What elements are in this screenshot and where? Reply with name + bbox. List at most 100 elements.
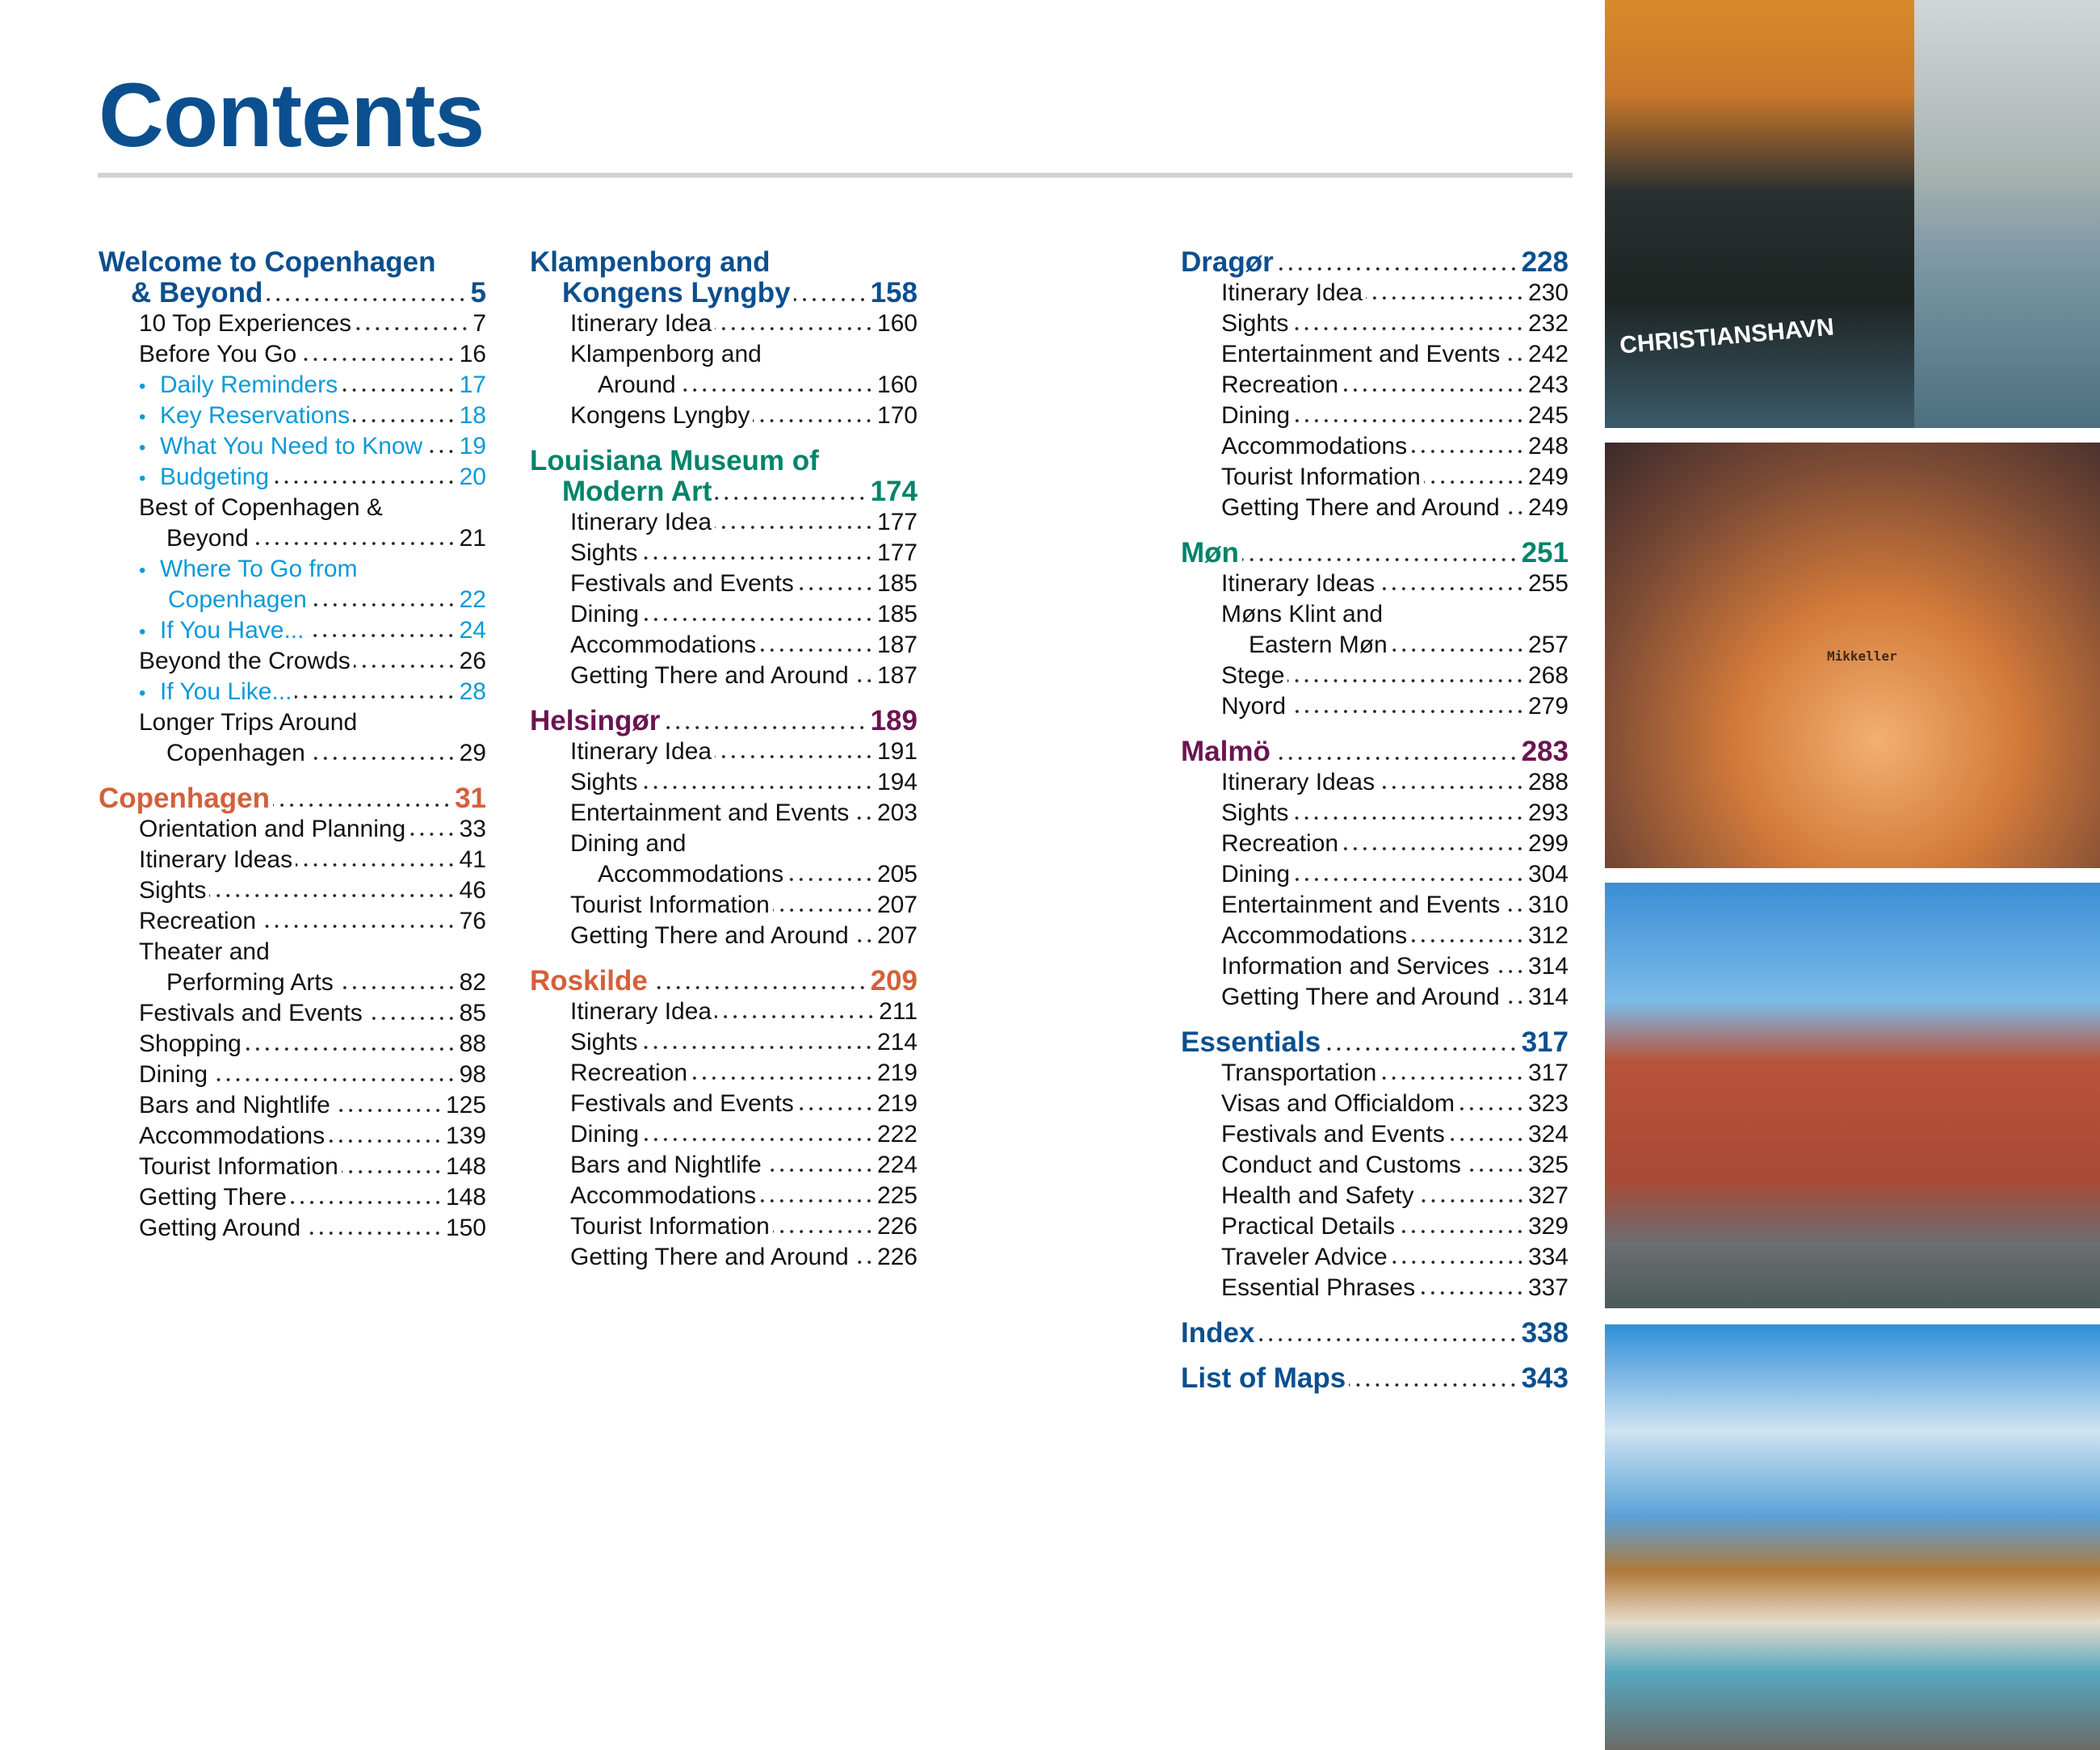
toc-entry-link[interactable]: Itinerary Ideas 288: [1181, 767, 1569, 798]
dot-leader: [640, 785, 874, 790]
toc-entry-link[interactable]: Sights 214: [530, 1027, 918, 1058]
toc-entry-link[interactable]: 10 Top Experiences 7: [99, 308, 486, 339]
toc-entry-link[interactable]: Daily Reminders 17: [99, 370, 486, 401]
section-heading-link[interactable]: Dragør 228: [1181, 247, 1569, 278]
toc-entry-link[interactable]: Getting Around 150: [99, 1213, 486, 1244]
toc-entry-link[interactable]: Before You Go 16: [99, 339, 486, 370]
toc-entry-link[interactable]: Accommodations 139: [99, 1121, 486, 1152]
section-heading-link[interactable]: Copenhagen 31: [99, 783, 486, 814]
toc-entry-link[interactable]: Accommodations 312: [1181, 921, 1569, 951]
toc-entry-link[interactable]: Bars and Nightlife 224: [530, 1150, 918, 1181]
toc-entry-link[interactable]: Budgeting 20: [99, 462, 486, 493]
toc-entry-link[interactable]: Nyord 279: [1181, 691, 1569, 722]
toc-entry-link[interactable]: Getting There and Around 207: [530, 921, 918, 951]
toc-entry-link[interactable]: Traveler Advice 334: [1181, 1242, 1569, 1273]
dot-leader: [341, 388, 456, 392]
toc-entry-link[interactable]: Health and Safety 327: [1181, 1181, 1569, 1211]
entry-label: Accommodations: [1221, 922, 1408, 949]
toc-entry-link[interactable]: Entertainment and Events 203: [530, 798, 918, 829]
toc-entry-link[interactable]: Kongens Lyngby 170: [530, 401, 918, 431]
toc-entry-link[interactable]: Eastern Møn 257: [1181, 630, 1569, 661]
toc-entry-link[interactable]: Sights 232: [1181, 308, 1569, 339]
toc-entry-link[interactable]: Itinerary Idea 160: [530, 308, 918, 339]
toc-entry-link[interactable]: Around 160: [530, 370, 918, 401]
toc-entry-link[interactable]: If You Like... 28: [99, 677, 486, 707]
toc-entry-link[interactable]: Tourist Information 148: [99, 1152, 486, 1182]
section-heading-link[interactable]: Helsingør 189: [530, 706, 918, 737]
toc-entry-link[interactable]: Itinerary Idea 211: [530, 997, 918, 1027]
toc-entry-link[interactable]: What You Need to Know 19: [99, 431, 486, 462]
toc-entry-link[interactable]: Dining 304: [1181, 859, 1569, 890]
toc-entry-link[interactable]: Tourist Information 226: [530, 1211, 918, 1242]
entry-label: Recreation: [139, 908, 257, 934]
toc-entry-link[interactable]: Recreation 76: [99, 906, 486, 937]
section-heading-link[interactable]: List of Maps 343: [1181, 1363, 1569, 1394]
toc-entry-link[interactable]: Dining 222: [530, 1119, 918, 1150]
toc-entry-link[interactable]: Dining 185: [530, 599, 918, 630]
toc-entry-link[interactable]: Accommodations 205: [530, 859, 918, 890]
toc-entry-link[interactable]: Accommodations 225: [530, 1181, 918, 1211]
toc-entry-link[interactable]: Accommodations 248: [1181, 431, 1569, 462]
toc-entry-link[interactable]: Visas and Officialdom 323: [1181, 1089, 1569, 1119]
toc-entry-link[interactable]: Practical Details 329: [1181, 1211, 1569, 1242]
toc-entry-link[interactable]: Itinerary Idea 230: [1181, 278, 1569, 308]
toc-entry-link[interactable]: Copenhagen 29: [99, 738, 486, 769]
toc-entry-link[interactable]: Key Reservations 18: [99, 401, 486, 431]
toc-entry-link[interactable]: Getting There 148: [99, 1182, 486, 1213]
toc-entry-link[interactable]: Sights 194: [530, 767, 918, 798]
toc-entry-link[interactable]: Shopping 88: [99, 1029, 486, 1060]
toc-entry-link[interactable]: Sights 293: [1181, 798, 1569, 829]
toc-section: Malmö 283 Itinerary Ideas 288 Sights 293 Recre…: [1181, 737, 1569, 1013]
toc-entry-link[interactable]: Festivals and Events 219: [530, 1089, 918, 1119]
toc-entry-link[interactable]: Getting There and Around 314: [1181, 982, 1569, 1013]
toc-entry-link[interactable]: Accommodations 187: [530, 630, 918, 661]
page-number: 230: [1527, 279, 1569, 306]
toc-entry-link[interactable]: Recreation 243: [1181, 370, 1569, 401]
dot-leader: [764, 1168, 874, 1173]
toc-entry-link[interactable]: Beyond the Crowds 26: [99, 646, 486, 677]
toc-entry-link[interactable]: Information and Services 314: [1181, 951, 1569, 982]
toc-entry-link[interactable]: Itinerary Ideas 41: [99, 845, 486, 875]
toc-entry-link[interactable]: Dining 98: [99, 1060, 486, 1090]
toc-entry-link[interactable]: Beyond 21: [99, 523, 486, 554]
section-heading-link[interactable]: Møn 251: [1181, 538, 1569, 569]
toc-entry-link[interactable]: Itinerary Idea 191: [530, 737, 918, 767]
toc-entry-link[interactable]: Entertainment and Events 310: [1181, 890, 1569, 921]
section-heading-link[interactable]: Roskilde 209: [530, 966, 918, 997]
toc-entry-link[interactable]: Festivals and Events 324: [1181, 1119, 1569, 1150]
toc-entry-link[interactable]: Itinerary Idea 177: [530, 507, 918, 538]
toc-entry-link[interactable]: Recreation 299: [1181, 829, 1569, 859]
section-heading-link[interactable]: Kongens Lyngby 158: [530, 278, 918, 308]
toc-entry-link[interactable]: Getting There and Around 187: [530, 661, 918, 691]
toc-entry-link[interactable]: Festivals and Events 185: [530, 569, 918, 599]
toc-entry-link[interactable]: Orientation and Planning 33: [99, 814, 486, 845]
toc-entry-link[interactable]: Festivals and Events 85: [99, 998, 486, 1029]
toc-entry-link[interactable]: Transportation 317: [1181, 1058, 1569, 1089]
toc-entry-link[interactable]: Sights 46: [99, 875, 486, 906]
toc-entry-link[interactable]: If You Have... 24: [99, 615, 486, 646]
toc-entry-link[interactable]: Copenhagen 22: [99, 585, 486, 615]
toc-entry-link[interactable]: Performing Arts 82: [99, 967, 486, 998]
toc-entry-link[interactable]: Getting There and Around 249: [1181, 493, 1569, 523]
section-heading-link[interactable]: Modern Art 174: [530, 476, 918, 507]
toc-entry-link[interactable]: Bars and Nightlife 125: [99, 1090, 486, 1121]
toc-entry-link[interactable]: Sights 177: [530, 538, 918, 569]
section-heading-link[interactable]: Malmö 283: [1181, 737, 1569, 767]
toc-entry-link[interactable]: Tourist Information 207: [530, 890, 918, 921]
toc-entry-link[interactable]: Tourist Information 249: [1181, 462, 1569, 493]
page-number: 160: [876, 371, 918, 398]
toc-entry-link[interactable]: Entertainment and Events 242: [1181, 339, 1569, 370]
toc-entry-link[interactable]: Dining 245: [1181, 401, 1569, 431]
section-heading-link[interactable]: Essentials 317: [1181, 1027, 1569, 1058]
page-number: 148: [445, 1184, 486, 1211]
section-heading-link[interactable]: Index 338: [1181, 1318, 1569, 1349]
toc-entry-link[interactable]: Conduct and Customs 325: [1181, 1150, 1569, 1181]
dot-leader: [365, 1016, 456, 1021]
dot-leader: [1289, 709, 1525, 714]
toc-entry-link[interactable]: Essential Phrases 337: [1181, 1273, 1569, 1303]
toc-entry-link[interactable]: Recreation 219: [530, 1058, 918, 1089]
toc-entry-link[interactable]: Stege 268: [1181, 661, 1569, 691]
toc-entry-link[interactable]: Itinerary Ideas 255: [1181, 569, 1569, 599]
section-heading-link[interactable]: & Beyond 5: [99, 278, 486, 308]
toc-entry-link[interactable]: Getting There and Around 226: [530, 1242, 918, 1273]
